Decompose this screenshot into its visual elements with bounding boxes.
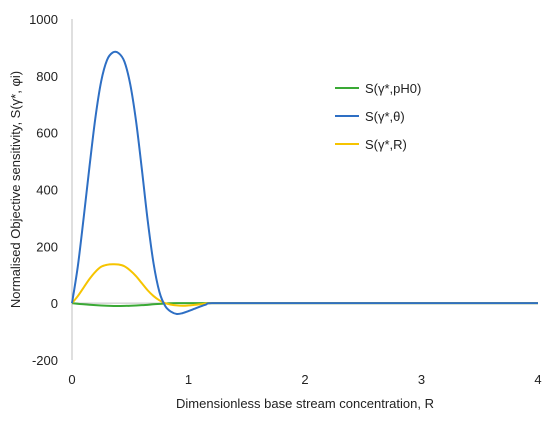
y-axis-label: Normalised Objective sensitivity, S(γ*, … [8, 71, 23, 308]
y-tick-label: 200 [36, 239, 58, 254]
y-tick-label: 600 [36, 126, 58, 141]
y-tick-label: 1000 [29, 12, 58, 27]
x-tick-label: 3 [418, 372, 425, 387]
y-tick-label: 0 [51, 296, 58, 311]
x-tick-label: 2 [301, 372, 308, 387]
legend: S(γ*,pH0) S(γ*,θ) S(γ*,R) [335, 81, 421, 152]
series-line [71, 263, 538, 307]
x-tick-label: 4 [534, 372, 541, 387]
legend-label: S(γ*,pH0) [365, 81, 421, 96]
x-tick-label: 1 [185, 372, 192, 387]
axes [71, 19, 538, 360]
series-line [71, 50, 538, 316]
x-axis-label: Dimensionless base stream concentration,… [176, 396, 434, 411]
legend-label: S(γ*,R) [365, 137, 407, 152]
x-tick-label: 0 [68, 372, 75, 387]
x-tick-labels: 0 1 2 3 4 [68, 372, 541, 387]
y-tick-label: 400 [36, 183, 58, 198]
legend-label: S(γ*,θ) [365, 109, 405, 124]
y-tick-label: -200 [32, 353, 58, 368]
y-tick-label: 800 [36, 69, 58, 84]
series-lines [71, 50, 538, 316]
y-tick-labels: -200 0 200 400 600 800 1000 [29, 12, 58, 368]
